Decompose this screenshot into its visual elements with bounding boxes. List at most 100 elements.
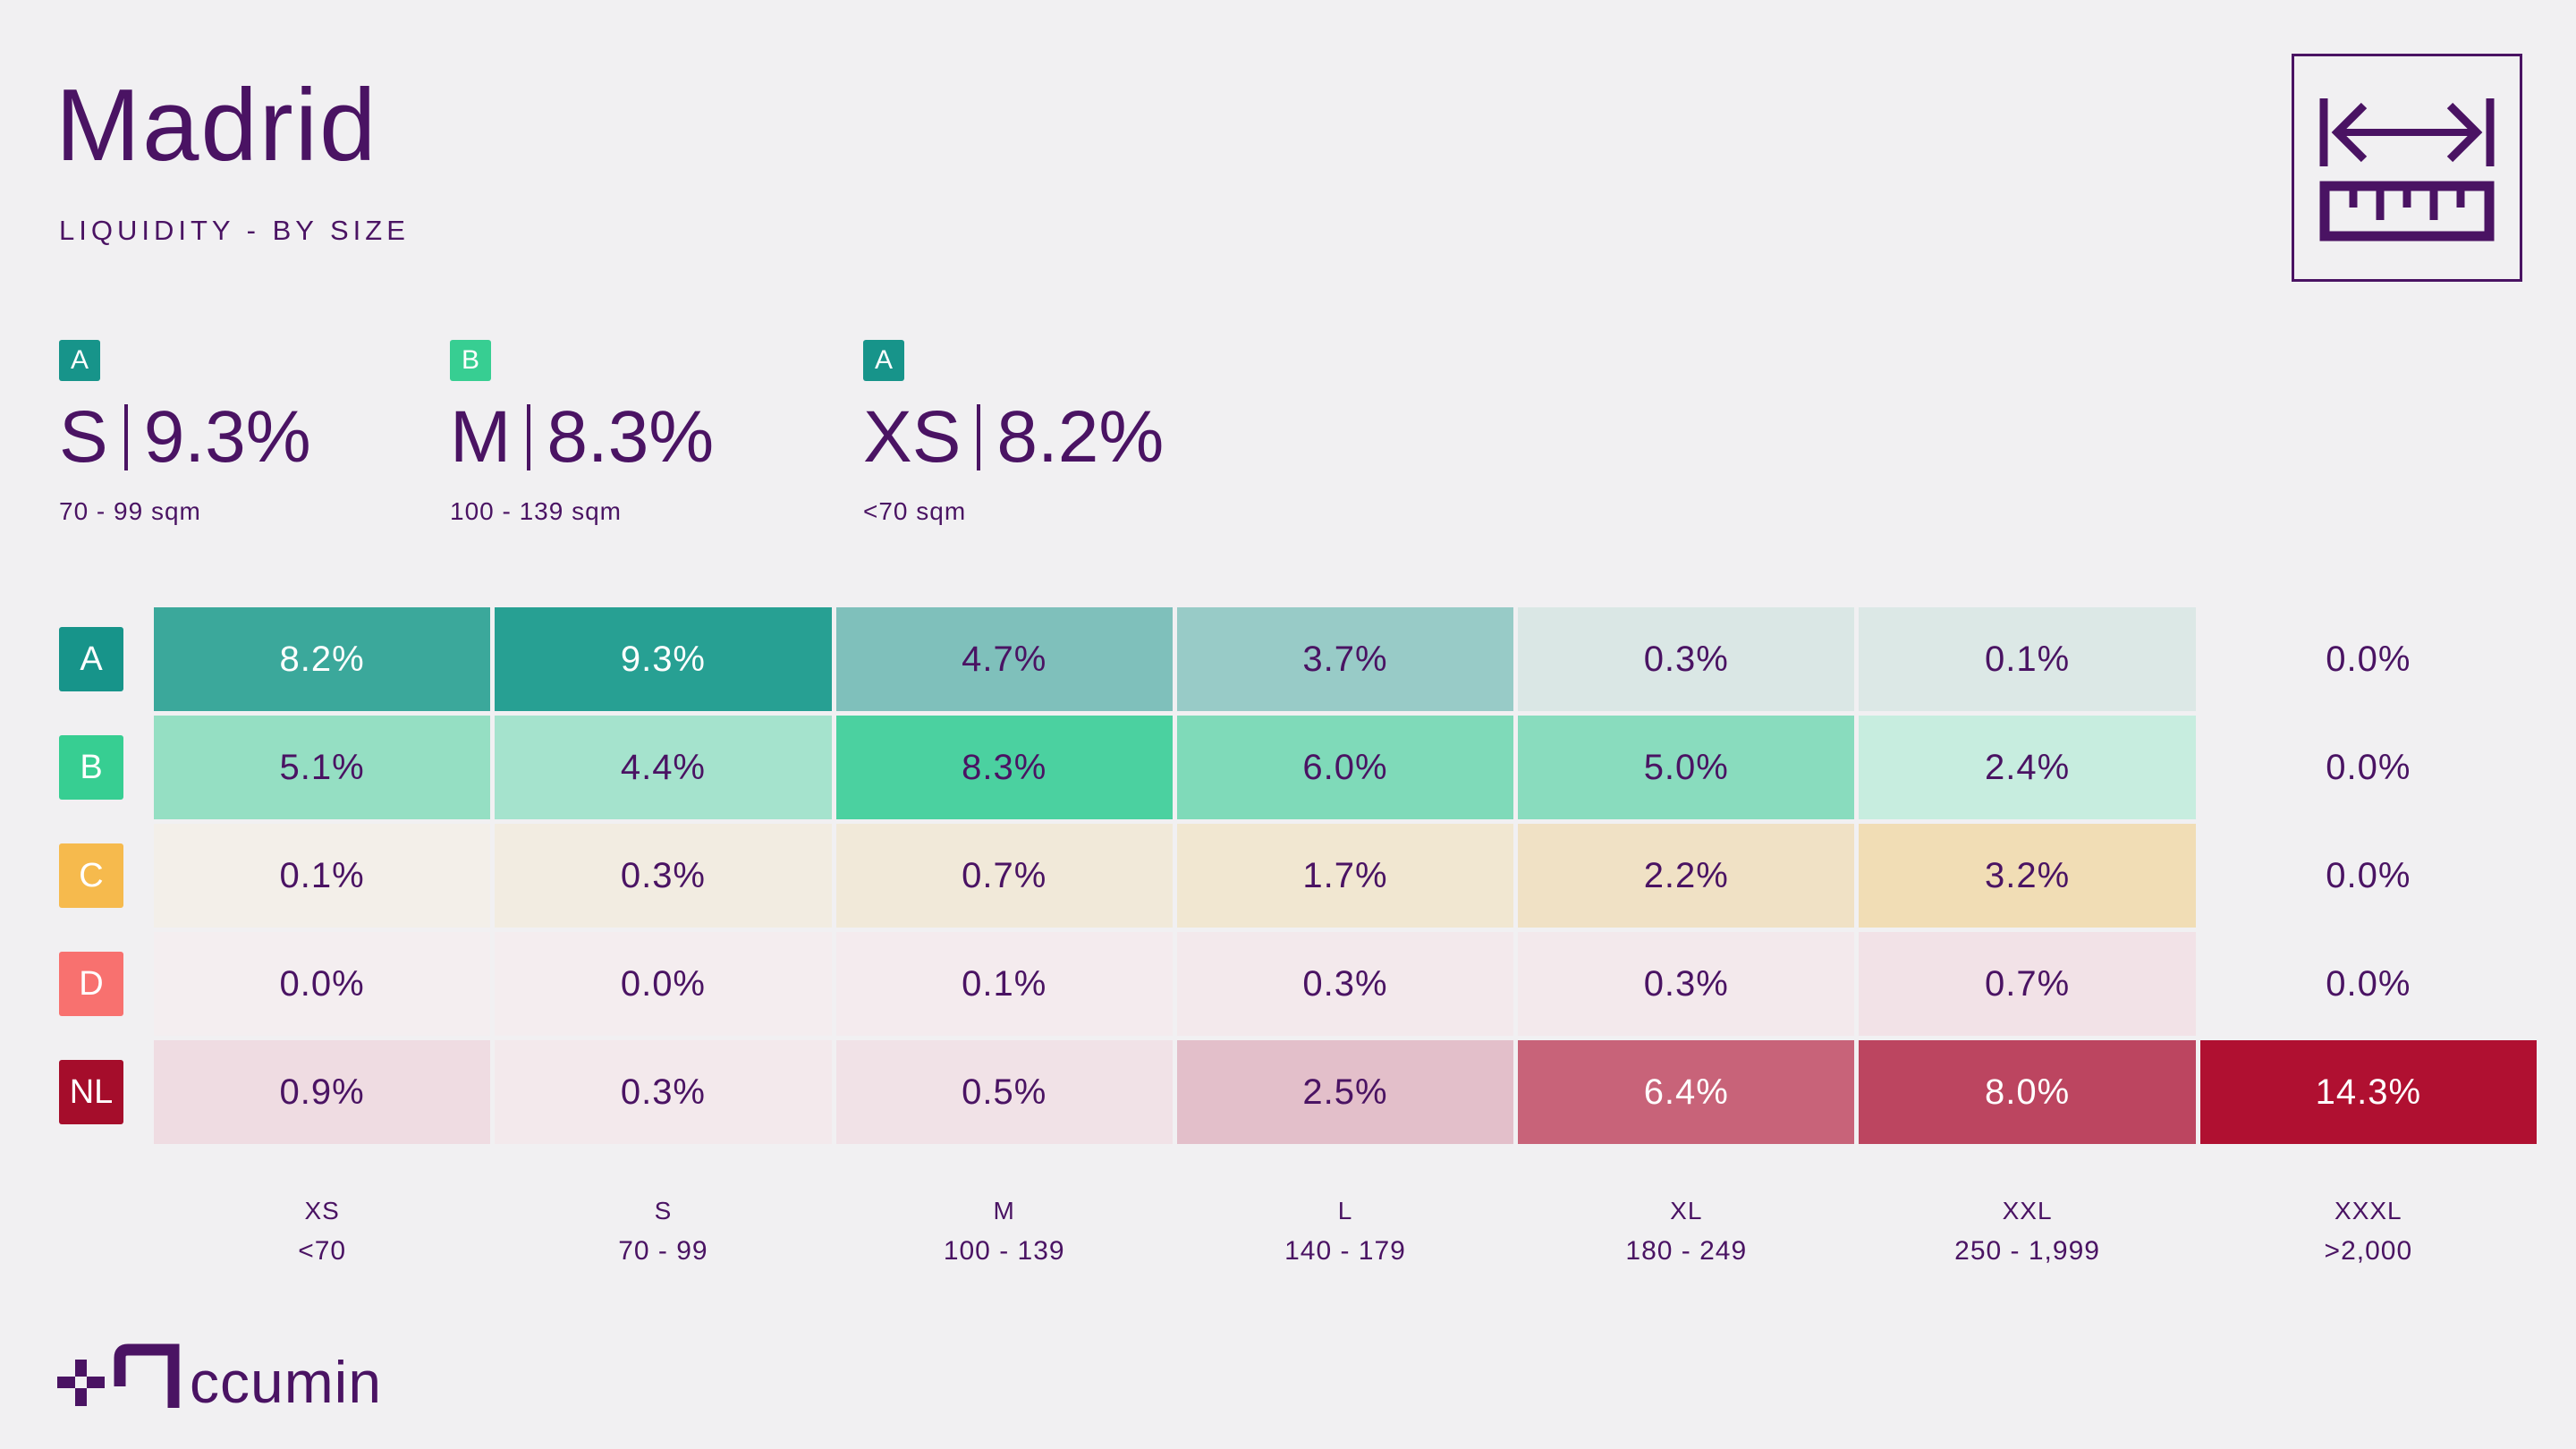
card-stat: XS 8.2%: [863, 401, 1239, 474]
heatmap-cell: 0.3%: [495, 824, 832, 928]
accumin-logo-mark: [57, 1343, 180, 1408]
summary-card: A S 9.3% 70 - 99 sqm: [59, 340, 435, 526]
card-value: 9.3%: [143, 396, 311, 478]
column-range: >2,000: [2324, 1236, 2413, 1266]
heatmap-cell: 8.2%: [154, 607, 491, 711]
card-range: 70 - 99 sqm: [59, 497, 201, 525]
column-size: L: [1337, 1197, 1353, 1224]
plus-icon: [57, 1360, 105, 1406]
card-stat: M 8.3%: [450, 401, 826, 474]
row-badge-nl: NL: [59, 1060, 123, 1124]
brand-text: ccumin: [190, 1349, 383, 1416]
heatmap-cell: 1.7%: [1176, 824, 1514, 928]
row-badge-b: B: [59, 735, 123, 800]
heatmap-cell: 0.0%: [495, 932, 832, 1036]
column-range: 140 - 179: [1284, 1236, 1406, 1266]
column-range: 250 - 1,999: [1954, 1236, 2100, 1266]
summary-card: B M 8.3% 100 - 139 sqm: [450, 340, 826, 526]
rating-badge: B: [450, 340, 491, 381]
rating-badge: A: [59, 340, 100, 381]
column-size: XXXL: [2334, 1197, 2402, 1224]
column-range: 180 - 249: [1625, 1236, 1748, 1266]
column-label-xxl: XXL 250 - 1,999: [1859, 1197, 2195, 1267]
row-badge-d: D: [59, 952, 123, 1016]
heatmap-cell: 3.2%: [1859, 824, 2196, 928]
row-cells: 0.9% 0.3% 0.5% 2.5% 6.4% 8.0% 14.3%: [154, 1040, 2537, 1144]
column-range: 100 - 139: [943, 1236, 1065, 1266]
page-subtitle: LIQUIDITY - BY SIZE: [59, 215, 410, 246]
row-cells: 0.0% 0.0% 0.1% 0.3% 0.3% 0.7% 0.0%: [154, 932, 2537, 1036]
heatmap-cell: 0.3%: [1518, 607, 1855, 711]
heatmap-cell: 2.4%: [1859, 716, 2196, 819]
heatmap-cell: 0.0%: [2326, 639, 2411, 679]
heatmap-cell: 14.3%: [2199, 1040, 2537, 1144]
column-label-s: S 70 - 99: [495, 1197, 831, 1267]
summary-card: A XS 8.2% <70 sqm: [863, 340, 1239, 526]
heatmap-cell: 9.3%: [495, 607, 832, 711]
card-size-label: XS: [863, 396, 962, 478]
heatmap-cell: 0.1%: [835, 932, 1173, 1036]
row-badge-c: C: [59, 843, 123, 908]
liquidity-heatmap: A 8.2% 9.3% 4.7% 3.7% 0.3% 0.1% 0.0% B 5…: [59, 607, 2537, 1148]
column-label-l: L 140 - 179: [1177, 1197, 1513, 1267]
column-size: XS: [304, 1197, 340, 1224]
heatmap-row-b: B 5.1% 4.4% 8.3% 6.0% 5.0% 2.4% 0.0%: [59, 716, 2537, 819]
card-size-label: M: [450, 396, 512, 478]
column-size: XL: [1670, 1197, 1703, 1224]
heatmap-cell: 2.5%: [1176, 1040, 1514, 1144]
heatmap-row-c: C 0.1% 0.3% 0.7% 1.7% 2.2% 3.2% 0.0%: [59, 824, 2537, 928]
column-axis: XS <70 S 70 - 99 M 100 - 139 L 140 - 179…: [154, 1197, 2537, 1267]
card-range: <70 sqm: [863, 497, 967, 525]
heatmap-cell: 0.0%: [2326, 963, 2411, 1004]
rating-badge: A: [863, 340, 904, 381]
heatmap-cell: 8.0%: [1859, 1040, 2196, 1144]
card-size-label: S: [59, 396, 108, 478]
column-size: M: [993, 1197, 1015, 1224]
heatmap-cell: 0.0%: [154, 932, 491, 1036]
heatmap-cell: 0.5%: [835, 1040, 1173, 1144]
heatmap-cell: 5.1%: [154, 716, 491, 819]
heatmap-cell: 0.3%: [495, 1040, 832, 1144]
column-range: <70: [298, 1236, 347, 1266]
heatmap-cell: 0.0%: [2326, 747, 2411, 787]
heatmap-cell: 8.3%: [835, 716, 1173, 819]
heatmap-row-nl: NL 0.9% 0.3% 0.5% 2.5% 6.4% 8.0% 14.3%: [59, 1040, 2537, 1144]
divider-bar: [123, 404, 128, 470]
heatmap-cell: 5.0%: [1518, 716, 1855, 819]
heatmap-cell: 0.7%: [835, 824, 1173, 928]
card-stat: S 9.3%: [59, 401, 435, 474]
column-range: 70 - 99: [618, 1236, 708, 1266]
heatmap-cell: 6.0%: [1176, 716, 1514, 819]
size-measure-icon: [2292, 54, 2522, 282]
row-badge-a: A: [59, 627, 123, 691]
card-range: 100 - 139 sqm: [450, 497, 622, 525]
card-value: 8.2%: [996, 396, 1165, 478]
column-label-xxxl: XXXL >2,000: [2200, 1197, 2537, 1267]
heatmap-cell: 0.1%: [1859, 607, 2196, 711]
row-cells: 0.1% 0.3% 0.7% 1.7% 2.2% 3.2% 0.0%: [154, 824, 2537, 928]
heatmap-cell: 6.4%: [1518, 1040, 1855, 1144]
heatmap-cell: 0.9%: [154, 1040, 491, 1144]
divider-bar: [527, 404, 531, 470]
heatmap-row-d: D 0.0% 0.0% 0.1% 0.3% 0.3% 0.7% 0.0%: [59, 932, 2537, 1036]
row-cells: 5.1% 4.4% 8.3% 6.0% 5.0% 2.4% 0.0%: [154, 716, 2537, 819]
heatmap-cell: 0.1%: [154, 824, 491, 928]
heatmap-cell: 4.7%: [835, 607, 1173, 711]
heatmap-cell: 0.7%: [1859, 932, 2196, 1036]
column-size: XXL: [2002, 1197, 2053, 1224]
brand-logo: ccumin: [55, 1340, 383, 1416]
column-size: S: [654, 1197, 673, 1224]
page-title: Madrid: [55, 69, 378, 182]
heatmap-cell: 4.4%: [495, 716, 832, 819]
ruler-arrow-icon: [2319, 97, 2495, 241]
divider-bar: [977, 404, 981, 470]
card-value: 8.3%: [547, 396, 715, 478]
row-cells: 8.2% 9.3% 4.7% 3.7% 0.3% 0.1% 0.0%: [154, 607, 2537, 711]
heatmap-cell: 0.0%: [2326, 855, 2411, 895]
column-label-xs: XS <70: [154, 1197, 490, 1267]
heatmap-cell: 0.3%: [1518, 932, 1855, 1036]
heatmap-cell: 2.2%: [1518, 824, 1855, 928]
heatmap-cell: 0.3%: [1176, 932, 1514, 1036]
heatmap-row-a: A 8.2% 9.3% 4.7% 3.7% 0.3% 0.1% 0.0%: [59, 607, 2537, 711]
